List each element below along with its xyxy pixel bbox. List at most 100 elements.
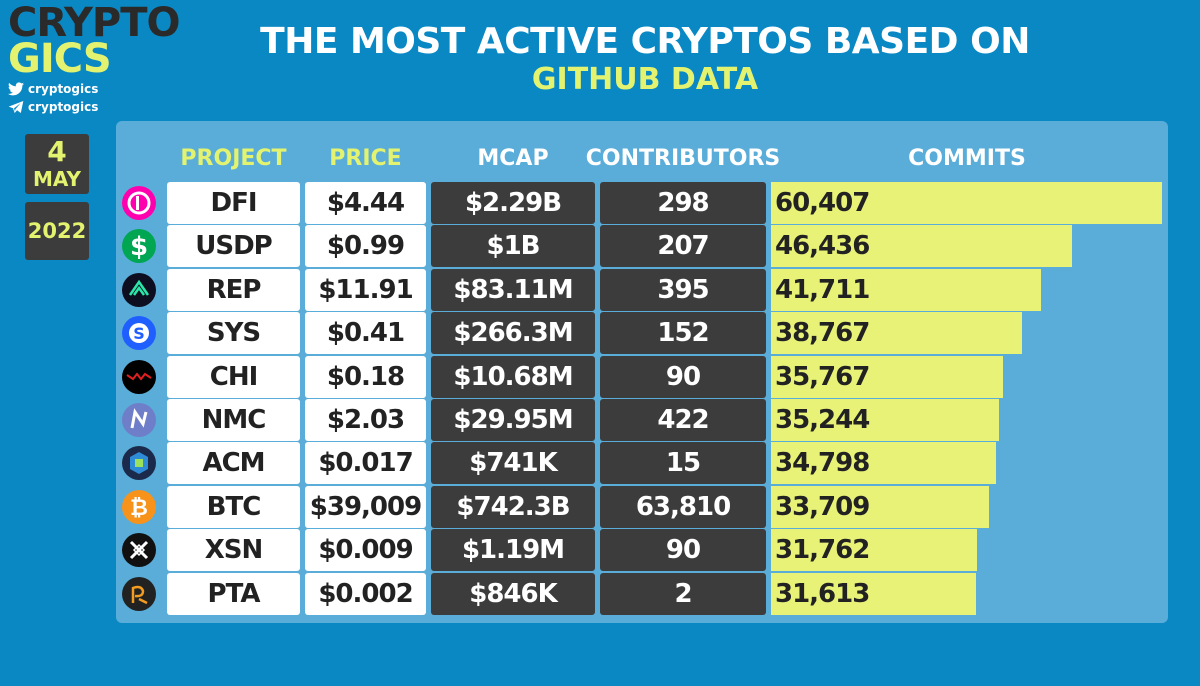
commits-value-label: 34,798 [775,448,870,479]
header-commits: COMMITS [908,146,1026,171]
telegram-icon [8,101,24,113]
svg-text:₿: ₿ [130,496,148,521]
commits-value-label: 46,436 [775,231,870,262]
table-row: ACM $0.017 $741K 15 34,798 [0,442,1200,485]
brand-line2: GICS [8,36,112,82]
mcap-cell: $83.11M [431,268,595,311]
table-row: NMC $2.03 $29.95M 422 35,244 [0,399,1200,441]
brand-logo: CRYPTO GICS cryptogics cryptogics [8,0,181,114]
usdp-icon: $ [121,228,157,264]
commits-bar: 38,767 [771,312,1022,355]
project-cell: USDP [167,225,300,268]
twitter-label: cryptogics [28,82,99,96]
contributors-cell: 298 [600,182,766,224]
defichain-icon [121,185,157,221]
contributors-cell: 2 [600,572,766,615]
table-row: XSN $0.009 $1.19M 90 31,762 [0,529,1200,572]
mcap-cell: $1B [431,225,595,268]
project-cell: REP [167,268,300,311]
date-day: 4 [47,135,67,168]
telegram-label: cryptogics [28,100,99,114]
project-cell: NMC [167,399,300,441]
commits-bar: 46,436 [771,225,1072,268]
header-price: PRICE [329,146,402,171]
petrachor-icon [121,576,157,612]
project-cell: CHI [167,355,300,398]
price-cell: $11.91 [305,268,426,311]
date-day-month: 4 MAY [25,134,89,194]
contributors-cell: 152 [600,312,766,355]
commits-value-label: 35,244 [775,405,870,435]
price-cell: $4.44 [305,182,426,224]
price-cell: $39,009 [305,485,426,528]
date-year: 2022 [25,202,89,260]
mcap-cell: $742.3B [431,485,595,528]
price-cell: $2.03 [305,399,426,441]
actinium-icon [121,445,157,481]
price-cell: $0.99 [305,225,426,268]
commits-value-label: 41,711 [775,274,870,305]
price-cell: $0.41 [305,312,426,355]
mcap-cell: $741K [431,442,595,485]
price-cell: $0.009 [305,529,426,572]
commits-value-label: 31,762 [775,535,870,566]
table-row: ₿ BTC $39,009 $742.3B 63,810 33,709 [0,485,1200,528]
twitter-icon [8,82,24,96]
svg-text:$: $ [130,232,148,262]
title-line2: GITHUB DATA [531,62,759,97]
commits-value-label: 33,709 [775,491,870,522]
contributors-cell: 395 [600,268,766,311]
project-cell: ACM [167,442,300,485]
table-row: CHI $0.18 $10.68M 90 35,767 [0,355,1200,398]
title-line1: THE MOST ACTIVE CRYPTOS BASED ON [260,21,1030,62]
project-cell: BTC [167,485,300,528]
date-month: MAY [33,167,81,191]
syscoin-icon: S [121,315,157,351]
contributors-cell: 63,810 [600,485,766,528]
header-project: PROJECT [180,146,287,171]
brand-line1: CRYPTO [8,0,181,46]
table-row: DFI $4.44 $2.29B 298 60,407 [0,182,1200,224]
telegram-handle[interactable]: cryptogics [8,100,180,114]
project-cell: SYS [167,312,300,355]
table-row: S SYS $0.41 $266.3M 152 38,767 [0,312,1200,355]
commits-bar: 35,244 [771,399,1000,441]
table-row: $ USDP $0.99 $1B 207 46,436 [0,225,1200,268]
augur-icon [121,272,157,308]
mcap-cell: $29.95M [431,399,595,441]
table-row: PTA $0.002 $846K 2 31,613 [0,572,1200,615]
price-cell: $0.18 [305,355,426,398]
contributors-cell: 90 [600,529,766,572]
commits-bar: 31,613 [771,572,976,615]
project-cell: DFI [167,182,300,224]
mcap-cell: $2.29B [431,182,595,224]
commits-bar: 60,407 [771,182,1162,224]
twitter-handle[interactable]: cryptogics [8,82,180,96]
commits-value-label: 38,767 [775,318,870,349]
header-contributors: CONTRIBUTORS [585,146,781,171]
price-cell: $0.002 [305,572,426,615]
commits-value-label: 60,407 [775,188,870,218]
project-cell: PTA [167,572,300,615]
header-mcap: MCAP [477,146,549,171]
contributors-cell: 15 [600,442,766,485]
xaya-icon [121,359,157,395]
commits-bar: 33,709 [771,485,990,528]
commits-bar: 31,762 [771,529,977,572]
bitcoin-icon: ₿ [121,489,157,525]
contributors-cell: 90 [600,355,766,398]
commits-bar: 41,711 [771,268,1041,311]
namecoin-icon [121,402,157,438]
commits-bar: 35,767 [771,355,1003,398]
commits-value-label: 35,767 [775,361,870,392]
project-cell: XSN [167,529,300,572]
commits-bar: 34,798 [771,442,997,485]
mcap-cell: $1.19M [431,529,595,572]
svg-text:S: S [133,324,145,343]
contributors-cell: 422 [600,399,766,441]
page-title: THE MOST ACTIVE CRYPTOS BASED ON GITHUB … [0,20,1200,96]
table-row: REP $11.91 $83.11M 395 41,711 [0,268,1200,311]
mcap-cell: $846K [431,572,595,615]
mcap-cell: $266.3M [431,312,595,355]
price-cell: $0.017 [305,442,426,485]
